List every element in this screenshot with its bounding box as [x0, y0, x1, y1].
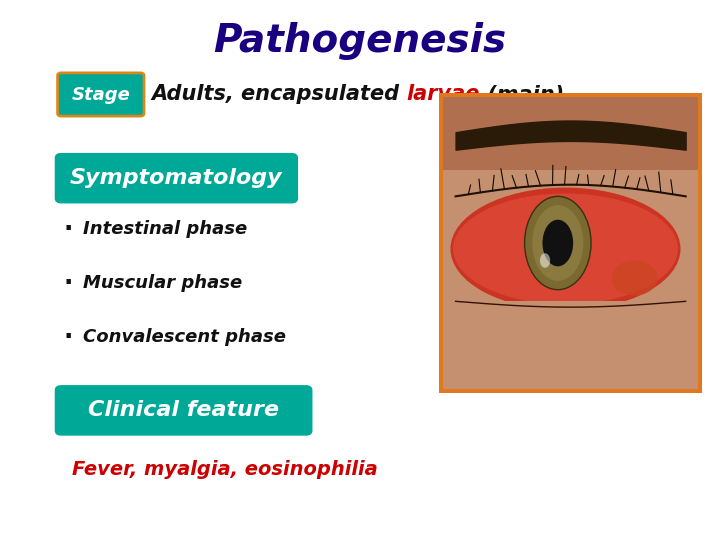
Text: Muscular phase: Muscular phase [83, 274, 242, 293]
Text: Intestinal phase: Intestinal phase [83, 220, 247, 239]
FancyBboxPatch shape [58, 73, 144, 116]
Bar [443, 170, 698, 214]
Text: Stage: Stage [71, 85, 130, 104]
Text: ·: · [63, 326, 73, 349]
Ellipse shape [451, 187, 680, 310]
Text: Fever, myalgia, eosinophilia: Fever, myalgia, eosinophilia [72, 460, 378, 480]
Text: (main): (main) [480, 84, 564, 105]
Ellipse shape [532, 205, 583, 281]
Text: Clinical feature: Clinical feature [88, 400, 279, 421]
Bar [443, 97, 698, 191]
Text: ·: · [63, 272, 73, 295]
FancyBboxPatch shape [55, 386, 312, 435]
Ellipse shape [611, 260, 657, 295]
Text: larvae: larvae [407, 84, 480, 105]
Bar [443, 301, 698, 389]
FancyBboxPatch shape [55, 153, 297, 202]
Ellipse shape [540, 253, 550, 268]
Text: Adults, encapsulated: Adults, encapsulated [151, 84, 407, 105]
Ellipse shape [453, 193, 678, 304]
Text: Pathogenesis: Pathogenesis [213, 22, 507, 59]
Text: Symptomatology: Symptomatology [70, 168, 283, 188]
Ellipse shape [525, 197, 591, 289]
Text: Convalescent phase: Convalescent phase [83, 328, 286, 347]
Text: ·: · [63, 218, 73, 241]
Ellipse shape [542, 220, 573, 266]
Bar [438, 93, 703, 393]
